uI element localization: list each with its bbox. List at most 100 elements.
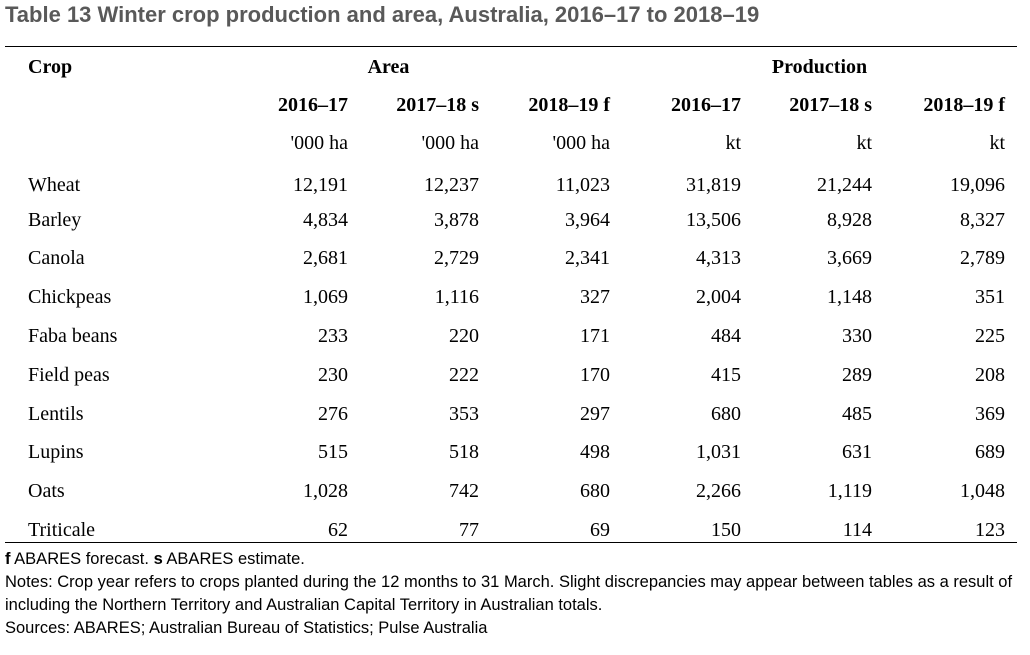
value-cell: 1,028 bbox=[303, 480, 348, 503]
value-cell: 222 bbox=[449, 363, 479, 386]
production-group-header: Production bbox=[771, 55, 868, 78]
value-cell: 19,096 bbox=[950, 173, 1006, 196]
unit-header: '000 ha bbox=[290, 131, 348, 154]
value-cell: 31,819 bbox=[686, 173, 742, 196]
value-cell: 1,031 bbox=[696, 441, 742, 464]
value-cell: 369 bbox=[975, 402, 1006, 425]
header-years-row: 2016–17 2017–18 s 2018–19 f 2016–17 2017… bbox=[5, 86, 1017, 124]
value-cell: 2,681 bbox=[303, 247, 348, 270]
footnote-f-key: f bbox=[5, 550, 11, 568]
value-cell: 114 bbox=[842, 519, 873, 542]
value-cell: 631 bbox=[842, 441, 873, 464]
crop-header: Crop bbox=[28, 55, 73, 78]
value-cell: 11,023 bbox=[555, 173, 611, 196]
value-cell: 2,729 bbox=[434, 247, 479, 270]
value-cell: 220 bbox=[449, 325, 479, 348]
value-cell: 12,191 bbox=[293, 173, 348, 196]
value-cell: 170 bbox=[580, 363, 611, 386]
value-cell: 485 bbox=[842, 402, 873, 425]
value-cell: 330 bbox=[842, 325, 873, 348]
value-cell: 742 bbox=[449, 480, 479, 503]
value-cell: 680 bbox=[580, 480, 611, 503]
value-cell: 415 bbox=[711, 363, 742, 386]
table-row: Oats 1,028 742 680 2,266 1,119 1,048 bbox=[5, 472, 1017, 511]
value-cell: 208 bbox=[975, 363, 1006, 386]
table-row: Canola 2,681 2,729 2,341 4,313 3,669 2,789 bbox=[5, 240, 1017, 279]
table-row: Faba beans 233 220 171 484 330 225 bbox=[5, 317, 1017, 356]
year-header: 2017–18 s bbox=[789, 93, 873, 116]
value-cell: 689 bbox=[975, 441, 1006, 464]
header-group-row: Crop Area Production bbox=[5, 48, 1017, 86]
crop-name-cell: Lupins bbox=[28, 441, 84, 464]
crop-name-cell: Faba beans bbox=[28, 325, 118, 348]
value-cell: 3,964 bbox=[565, 208, 611, 231]
value-cell: 69 bbox=[590, 519, 611, 542]
table-footer: f ABARES forecast. s ABARES estimate. No… bbox=[5, 548, 1020, 640]
value-cell: 13,506 bbox=[686, 208, 742, 231]
value-cell: 276 bbox=[318, 402, 348, 425]
value-cell: 21,244 bbox=[817, 173, 873, 196]
value-cell: 353 bbox=[449, 402, 479, 425]
value-cell: 4,834 bbox=[303, 208, 348, 231]
value-cell: 289 bbox=[842, 363, 873, 386]
value-cell: 233 bbox=[318, 325, 348, 348]
header-units-row: '000 ha '000 ha '000 ha kt kt kt bbox=[5, 124, 1017, 162]
value-cell: 1,119 bbox=[827, 480, 873, 503]
value-cell: 3,669 bbox=[827, 247, 873, 270]
unit-header: '000 ha bbox=[552, 131, 611, 154]
value-cell: 484 bbox=[711, 325, 742, 348]
value-cell: 150 bbox=[711, 519, 742, 542]
table-title: Table 13 Winter crop production and area… bbox=[5, 2, 760, 27]
value-cell: 680 bbox=[711, 402, 742, 425]
value-cell: 1,116 bbox=[434, 286, 479, 309]
crop-name-cell: Triticale bbox=[28, 519, 96, 542]
crop-name-cell: Wheat bbox=[28, 173, 81, 196]
crop-name-cell: Lentils bbox=[28, 402, 84, 425]
crop-name-cell: Barley bbox=[28, 208, 82, 231]
table-row: Wheat 12,191 12,237 11,023 31,819 21,244 19,09… bbox=[5, 162, 1017, 201]
value-cell: 77 bbox=[459, 519, 479, 542]
value-cell: 498 bbox=[580, 441, 611, 464]
value-cell: 518 bbox=[449, 441, 479, 464]
notes-text: Notes: Crop year refers to crops planted… bbox=[5, 573, 1013, 614]
unit-header: kt bbox=[989, 131, 1006, 154]
unit-header: kt bbox=[856, 131, 873, 154]
value-cell: 12,237 bbox=[424, 173, 479, 196]
value-cell: 1,148 bbox=[827, 286, 873, 309]
table-body: Wheat 12,191 12,237 11,023 31,819 21,244 19,09… bbox=[5, 162, 1017, 550]
crop-name-cell: Oats bbox=[28, 480, 65, 503]
table-row: Lupins 515 518 498 1,031 631 689 bbox=[5, 434, 1017, 473]
footnote-keys: f ABARES forecast. s ABARES estimate. bbox=[5, 548, 1020, 571]
value-cell: 123 bbox=[975, 519, 1006, 542]
sources-text: Sources: ABARES; Australian Bureau of St… bbox=[5, 619, 488, 637]
year-header: 2018–19 f bbox=[923, 93, 1006, 116]
table-row: Chickpeas 1,069 1,116 327 2,004 1,148 351 bbox=[5, 278, 1017, 317]
year-header: 2016–17 bbox=[278, 93, 348, 116]
value-cell: 171 bbox=[580, 325, 611, 348]
value-cell: 62 bbox=[328, 519, 348, 542]
value-cell: 515 bbox=[318, 441, 348, 464]
crop-name-cell: Chickpeas bbox=[28, 286, 112, 309]
crop-name-cell: Canola bbox=[28, 247, 85, 270]
value-cell: 225 bbox=[975, 325, 1006, 348]
table-row: Lentils 276 353 297 680 485 369 bbox=[5, 395, 1017, 434]
value-cell: 230 bbox=[318, 363, 348, 386]
footnote-f-text: ABARES forecast. bbox=[10, 550, 154, 568]
value-cell: 1,069 bbox=[303, 286, 348, 309]
value-cell: 8,327 bbox=[960, 208, 1006, 231]
value-cell: 2,789 bbox=[960, 247, 1006, 270]
value-cell: 1,048 bbox=[960, 480, 1006, 503]
footnote-s-text: ABARES estimate. bbox=[162, 550, 305, 568]
year-header: 2016–17 bbox=[671, 93, 742, 116]
table-row: Triticale 62 77 69 150 114 123 bbox=[5, 511, 1017, 550]
unit-header: kt bbox=[725, 131, 742, 154]
value-cell: 2,266 bbox=[696, 480, 742, 503]
value-cell: 4,313 bbox=[696, 247, 742, 270]
crop-table: Crop Area Production 2016–17 2017–18 s 2… bbox=[5, 48, 1017, 550]
year-header: 2017–18 s bbox=[396, 93, 479, 116]
area-group-header: Area bbox=[367, 55, 410, 78]
bottom-rule bbox=[5, 542, 1017, 543]
value-cell: 2,341 bbox=[565, 247, 611, 270]
value-cell: 3,878 bbox=[434, 208, 479, 231]
value-cell: 351 bbox=[975, 286, 1006, 309]
